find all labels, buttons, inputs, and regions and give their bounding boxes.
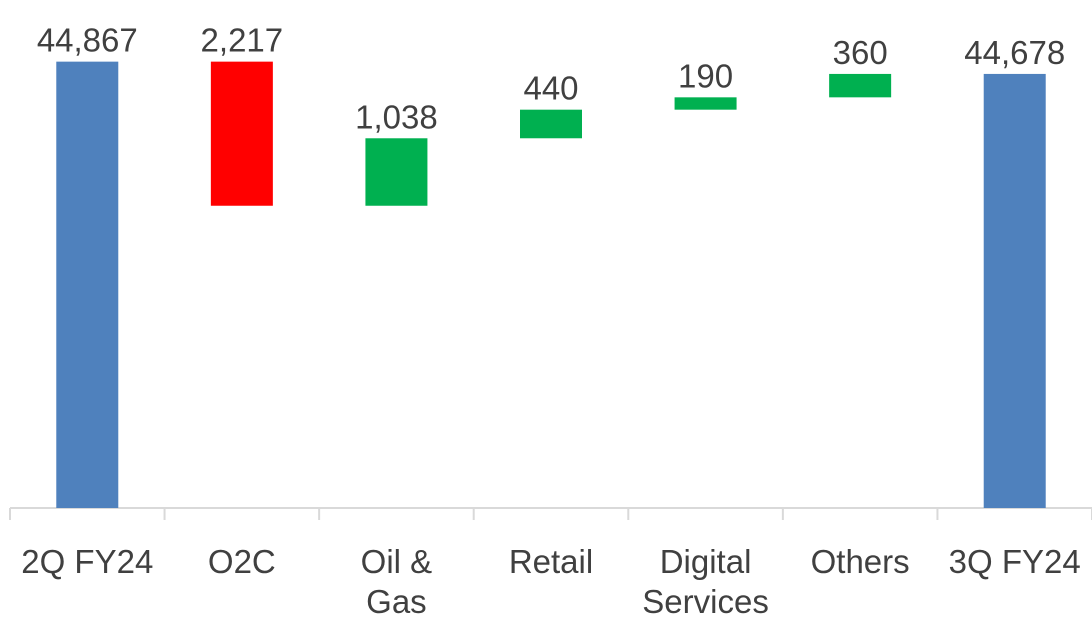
bar	[210, 61, 273, 206]
x-tick-label: 2Q FY24	[21, 543, 154, 580]
value-label: 360	[833, 34, 888, 71]
x-tick-label: O2C	[207, 543, 276, 580]
x-tick-label: Oil & Gas	[360, 543, 433, 620]
value-label: 190	[678, 57, 733, 94]
value-label: 1,038	[355, 98, 438, 135]
x-tick-label: Retail	[508, 543, 594, 580]
bar	[983, 73, 1046, 509]
value-label: 440	[523, 70, 578, 107]
value-label: 2,217	[201, 22, 284, 59]
x-tick-label: 3Q FY24	[948, 543, 1081, 580]
bar	[56, 61, 119, 509]
bar	[520, 109, 582, 139]
x-tick-label: Others	[810, 543, 910, 580]
bar	[674, 97, 737, 110]
value-label: 44,867	[37, 22, 138, 59]
bar	[829, 73, 892, 98]
value-label: 44,678	[964, 34, 1065, 71]
bar	[365, 138, 428, 206]
x-tick-label: Digital Services	[642, 543, 769, 620]
